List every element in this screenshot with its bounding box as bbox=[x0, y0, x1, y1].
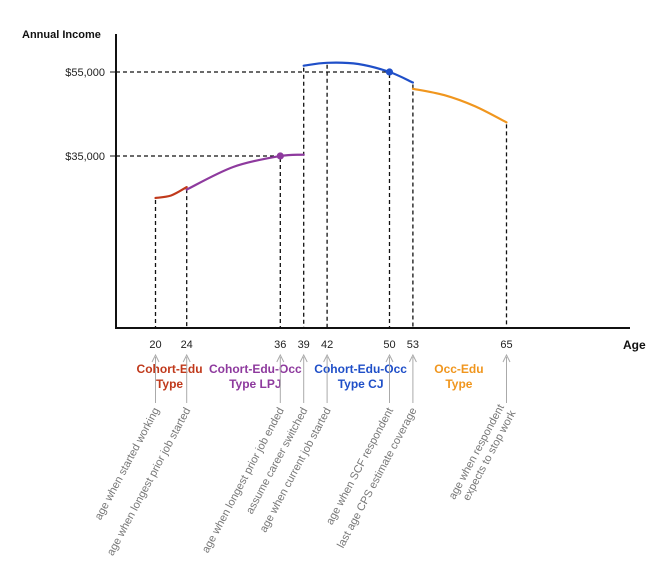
segment-label-line: Cohort-Edu bbox=[137, 362, 203, 376]
highlight-point bbox=[385, 68, 394, 76]
y-tick-label: $35,000 bbox=[65, 151, 105, 163]
x-tick-label: 50 bbox=[383, 339, 395, 351]
segment-label-line: Cohort-Edu-Occ bbox=[314, 362, 407, 376]
annotation-text: age when longest prior job ended bbox=[200, 406, 287, 555]
segment-label-line: Occ-Edu bbox=[434, 362, 483, 376]
annotation-arrowhead bbox=[151, 353, 160, 363]
annotation-arrowhead bbox=[408, 353, 417, 363]
series-line bbox=[185, 153, 305, 191]
segment-label: Cohort-Edu-Occ Type CJ bbox=[314, 362, 407, 391]
y-axis-label: Annual Income bbox=[22, 29, 101, 41]
segment-label-line: Type LPJ bbox=[229, 377, 281, 391]
annotation-arrowhead bbox=[299, 353, 308, 363]
segment-label-line: Type CJ bbox=[338, 377, 384, 391]
segment-label: Cohort-Edu-Occ Type LPJ bbox=[209, 362, 302, 391]
x-tick-labels-layer: 20 24 36 39 42 50 53 65 bbox=[149, 339, 512, 351]
annotation: age when longest prior job ended bbox=[200, 406, 287, 555]
segment-label-line: Cohort-Edu-Occ bbox=[209, 362, 302, 376]
segment-label-line: Type bbox=[445, 377, 472, 391]
x-tick-label: 53 bbox=[407, 339, 419, 351]
x-tick-label: 65 bbox=[500, 339, 512, 351]
x-tick-label: 42 bbox=[321, 339, 333, 351]
segment-label: Occ-Edu Type bbox=[434, 362, 483, 391]
annotation-arrowhead bbox=[182, 353, 191, 363]
x-tick-label: 20 bbox=[149, 339, 161, 351]
segment-label: Cohort-Edu Type bbox=[137, 362, 203, 391]
series-layer bbox=[154, 61, 508, 200]
guide-lines-layer bbox=[116, 64, 508, 328]
series-line bbox=[154, 186, 188, 200]
annotation-arrowhead bbox=[502, 353, 511, 363]
annotation-arrowhead bbox=[323, 353, 332, 363]
series-line bbox=[302, 61, 414, 84]
highlight-points-layer bbox=[276, 68, 394, 160]
y-tick-labels-layer: $35,000 $55,000 bbox=[65, 67, 116, 163]
segment-label-line: Type bbox=[156, 377, 183, 391]
series-line bbox=[411, 87, 508, 124]
annotation-arrowhead bbox=[276, 353, 285, 363]
x-tick-label: 24 bbox=[181, 339, 193, 351]
annotation-arrowhead bbox=[385, 353, 394, 363]
y-tick-label: $55,000 bbox=[65, 67, 105, 79]
x-tick-label: 36 bbox=[274, 339, 286, 351]
x-tick-label: 39 bbox=[298, 339, 310, 351]
highlight-point bbox=[276, 152, 284, 160]
x-axis-label: Age bbox=[623, 338, 646, 352]
